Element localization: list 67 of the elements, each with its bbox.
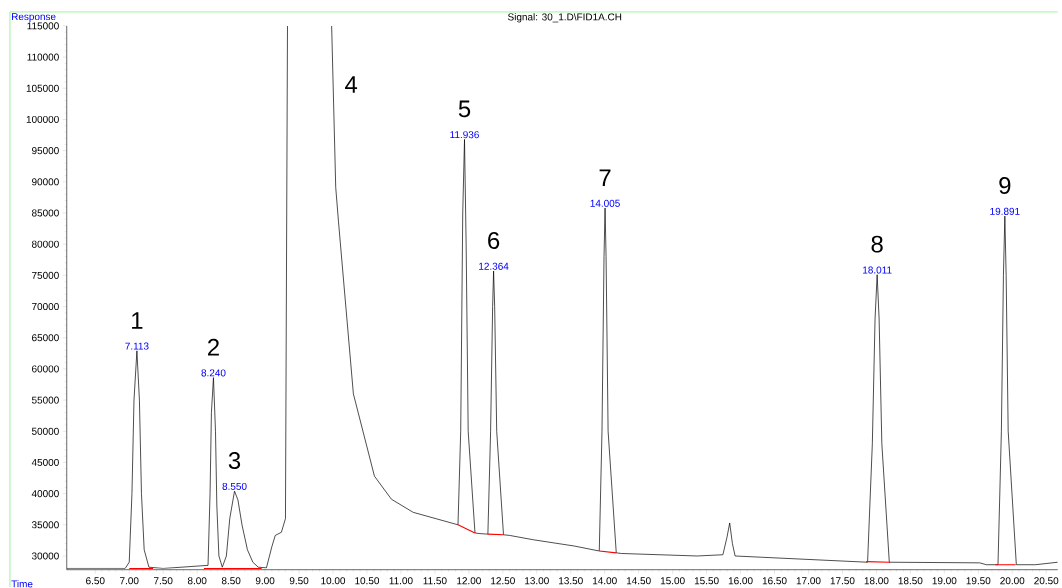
y-tick-label: 50000 bbox=[31, 427, 59, 435]
x-tick-label: 11.00 bbox=[389, 577, 413, 585]
y-tick-label: 40000 bbox=[31, 490, 59, 498]
x-tick-label: 13.00 bbox=[525, 577, 549, 585]
y-tick-label: 55000 bbox=[31, 396, 59, 404]
x-tick-label: 19.50 bbox=[966, 577, 991, 585]
x-tick-label: 12.00 bbox=[457, 577, 481, 585]
chart-title: Signal: 30_1.D\FID1A.CH bbox=[507, 13, 622, 23]
annotation: 6 bbox=[488, 232, 500, 250]
annotation: 11.936 bbox=[450, 131, 479, 139]
x-tick-label: 9.00 bbox=[255, 577, 275, 585]
annotation: 18.011 bbox=[863, 266, 892, 274]
annotation: 2 bbox=[208, 339, 219, 356]
x-tick-label: 12.50 bbox=[491, 577, 515, 585]
y-tick-label: 95000 bbox=[32, 147, 59, 155]
y-tick-label: 80000 bbox=[31, 240, 59, 248]
y-tick-label: 105000 bbox=[26, 84, 59, 92]
x-tick-label: 16.00 bbox=[728, 577, 753, 585]
y-tick-label: 60000 bbox=[32, 365, 59, 373]
annotation: 3 bbox=[228, 452, 241, 470]
y-tick-label: 110000 bbox=[27, 53, 59, 61]
annotation: 7.113 bbox=[125, 342, 149, 350]
x-tick-label: 16.50 bbox=[762, 577, 787, 585]
annotation: 8.240 bbox=[201, 369, 226, 377]
y-tick-label: 30000 bbox=[31, 552, 59, 560]
annotation: 9 bbox=[999, 177, 1011, 195]
x-tick-label: 7.00 bbox=[120, 577, 139, 585]
y-tick-label: 90000 bbox=[32, 178, 59, 186]
x-tick-label: 10.50 bbox=[355, 577, 380, 585]
x-tick-label: 18.00 bbox=[864, 577, 889, 585]
annotation: 19.891 bbox=[990, 208, 1020, 216]
y-tick-label: 85000 bbox=[31, 209, 59, 217]
x-tick-label: 17.50 bbox=[830, 577, 855, 585]
annotation: 14.005 bbox=[590, 199, 620, 207]
x-tick-label: 19.00 bbox=[932, 577, 957, 585]
x-tick-label: 6.50 bbox=[86, 577, 105, 585]
x-tick-label: 14.00 bbox=[593, 577, 617, 585]
x-tick-label: 14.50 bbox=[626, 577, 651, 585]
x-tick-label: 17.00 bbox=[796, 577, 821, 585]
x-tick-label: 8.00 bbox=[187, 577, 207, 585]
x-tick-label: 9.50 bbox=[289, 577, 309, 585]
y-tick-label: 35000 bbox=[31, 521, 59, 529]
x-tick-label: 7.50 bbox=[154, 577, 173, 585]
annotation: 12.364 bbox=[479, 262, 509, 270]
annotation: 4 bbox=[345, 76, 358, 93]
x-tick-label: 13.50 bbox=[559, 577, 583, 585]
annotation: 8 bbox=[871, 235, 883, 253]
y-tick-label: 75000 bbox=[32, 272, 59, 280]
annotation: 7 bbox=[599, 169, 611, 187]
x-tick-label: 8.50 bbox=[221, 577, 241, 585]
y-tick-label: 65000 bbox=[32, 334, 59, 342]
x-tick-label: 20.00 bbox=[1000, 577, 1025, 585]
y-tick-label: 115000 bbox=[27, 22, 59, 30]
x-axis-title: Time bbox=[11, 580, 33, 588]
annotation: 8.550 bbox=[222, 483, 247, 491]
x-tick-label: 20.50 bbox=[1034, 577, 1059, 585]
y-axis-title: Response bbox=[11, 13, 56, 23]
y-tick-label: 45000 bbox=[31, 459, 59, 467]
x-tick-label: 18.50 bbox=[898, 577, 923, 585]
x-tick-label: 10.00 bbox=[321, 577, 346, 585]
x-tick-label: 15.50 bbox=[694, 577, 719, 585]
x-tick-label: 11.50 bbox=[423, 577, 447, 585]
annotation: 5 bbox=[458, 100, 471, 118]
annotation: 1 bbox=[132, 312, 143, 329]
y-tick-label: 100000 bbox=[26, 116, 59, 124]
x-tick-label: 15.00 bbox=[660, 577, 685, 585]
y-tick-label: 70000 bbox=[32, 303, 59, 311]
